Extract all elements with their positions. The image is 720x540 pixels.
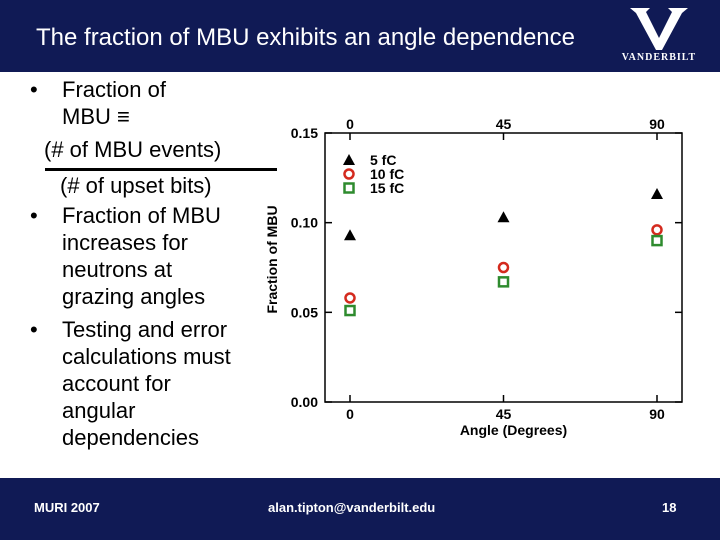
logo-text: VANDERBILT xyxy=(621,52,697,63)
footer-email: alan.tipton@vanderbilt.edu xyxy=(268,500,436,515)
fraction-bar xyxy=(45,168,277,171)
x-tick-label: 90 xyxy=(649,406,665,422)
y-axis-label: Fraction of MBU xyxy=(264,205,280,313)
x-tick-label: 45 xyxy=(496,406,512,422)
fraction-numerator: (# of MBU events) xyxy=(44,137,222,162)
legend-label: 10 fC xyxy=(370,166,404,182)
legend-marker xyxy=(343,154,355,165)
footer-bar xyxy=(0,478,720,540)
bullet-1-line-2: MBU ≡ xyxy=(62,104,130,129)
data-point-10-fc xyxy=(651,224,663,236)
y-tick-label: 0.00 xyxy=(291,394,318,410)
fraction-denominator: (# of upset bits) xyxy=(60,173,212,198)
data-point-5-fc xyxy=(497,211,510,223)
data-point-5-fc xyxy=(651,187,663,199)
bullet-3-line-4: angular xyxy=(62,398,136,423)
bullet-2-line-3: neutrons at xyxy=(62,257,173,282)
y-tick-label: 0.15 xyxy=(291,125,318,141)
bullet-2-line-1: Fraction of MBU xyxy=(62,203,221,228)
data-point-10-fc xyxy=(497,261,510,274)
x-tick-label-top: 45 xyxy=(496,116,512,132)
bullet-3-line-1: Testing and error xyxy=(62,317,228,342)
legend-label: 15 fC xyxy=(370,180,404,196)
logo-shield-icon xyxy=(630,8,688,50)
data-point-10-fc xyxy=(344,292,356,304)
x-tick-label-top: 90 xyxy=(649,116,665,132)
x-tick-label-top: 0 xyxy=(346,116,354,132)
bullet-2-line-2: increases for xyxy=(62,230,188,255)
legend-marker xyxy=(343,182,355,194)
bullet-1-line-1: Fraction of xyxy=(62,77,166,102)
page-number: 18 xyxy=(662,500,677,515)
data-point-5-fc xyxy=(344,229,356,241)
data-point-15-fc xyxy=(344,304,356,317)
vanderbilt-logo: VANDERBILT xyxy=(604,4,714,68)
x-tick-label: 0 xyxy=(346,406,354,422)
y-tick-label: 0.05 xyxy=(291,304,318,320)
bullet-3-line-5: dependencies xyxy=(62,425,200,450)
bullet-3-line-3: account for xyxy=(62,371,171,396)
bullet-dot: • xyxy=(30,203,38,228)
bullet-2-line-4: grazing angles xyxy=(62,284,206,309)
data-point-15-fc xyxy=(497,276,510,288)
data-point-15-fc xyxy=(651,234,663,247)
legend-label: 5 fC xyxy=(370,152,396,168)
x-axis-label: Angle (Degrees) xyxy=(460,422,567,438)
bullet-dot: • xyxy=(30,317,38,342)
footer-left: MURI 2007 xyxy=(34,500,100,515)
slide-title: The fraction of MBU exhibits an angle de… xyxy=(36,24,576,51)
y-tick-label: 0.10 xyxy=(291,215,318,231)
bullet-dot: • xyxy=(30,77,38,102)
bullet-3-line-2: calculations must xyxy=(62,344,231,369)
legend-marker xyxy=(343,168,355,180)
title-bar xyxy=(0,0,720,72)
